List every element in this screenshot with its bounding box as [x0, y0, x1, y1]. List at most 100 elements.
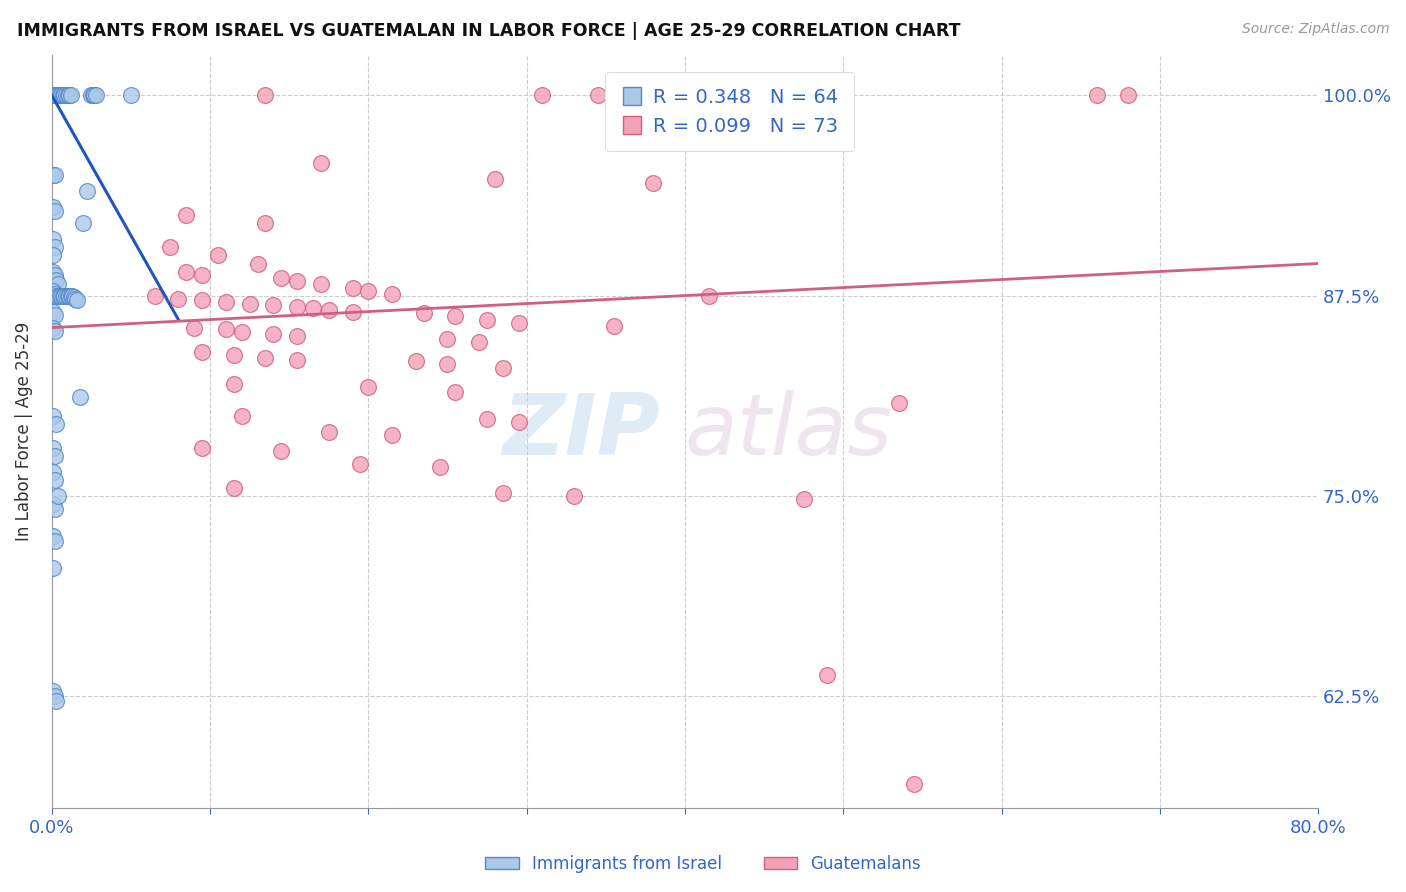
Point: [53, 288, 76, 302]
Point: [492, 360, 515, 375]
Point: [318, 425, 340, 439]
Point: [63, 290, 86, 304]
Point: [44, 203, 66, 218]
Point: [302, 301, 325, 316]
Point: [44, 533, 66, 548]
Point: [215, 322, 238, 336]
Point: [46, 288, 69, 302]
Point: [52, 288, 75, 302]
Text: atlas: atlas: [685, 391, 893, 474]
Point: [44, 268, 66, 282]
Point: [42, 264, 65, 278]
Point: [46, 277, 69, 292]
Point: [309, 155, 332, 169]
Point: [66, 293, 89, 308]
Point: [44, 308, 66, 322]
Legend: R = 0.348   N = 64, R = 0.099   N = 73: R = 0.348 N = 64, R = 0.099 N = 73: [605, 72, 853, 152]
Point: [55, 88, 77, 103]
Point: [222, 481, 245, 495]
Point: [270, 444, 292, 458]
Point: [42, 441, 65, 455]
Point: [412, 306, 434, 320]
Point: [45, 288, 67, 302]
Point: [42, 409, 65, 423]
Text: Source: ZipAtlas.com: Source: ZipAtlas.com: [1241, 22, 1389, 37]
Point: [159, 240, 181, 254]
Point: [254, 351, 277, 365]
Point: [42, 169, 65, 183]
Point: [84, 88, 107, 103]
Point: [53, 88, 76, 103]
Point: [42, 320, 65, 334]
Point: [191, 441, 214, 455]
Point: [381, 428, 404, 442]
Point: [697, 288, 720, 302]
Point: [262, 326, 284, 341]
Point: [176, 208, 198, 222]
Point: [44, 501, 66, 516]
Point: [270, 271, 292, 285]
Point: [342, 280, 364, 294]
Point: [72, 216, 94, 230]
Point: [887, 396, 910, 410]
Point: [475, 312, 498, 326]
Point: [285, 274, 308, 288]
Point: [815, 668, 838, 682]
Point: [562, 489, 585, 503]
Point: [191, 344, 214, 359]
Point: [246, 256, 269, 270]
Point: [58, 88, 80, 103]
Point: [42, 248, 65, 262]
Point: [468, 334, 491, 349]
Point: [51, 288, 73, 302]
Y-axis label: In Labor Force | Age 25-29: In Labor Force | Age 25-29: [15, 322, 32, 541]
Point: [1116, 88, 1139, 103]
Point: [381, 287, 404, 301]
Point: [285, 352, 308, 367]
Point: [42, 232, 65, 246]
Point: [167, 292, 190, 306]
Point: [42, 201, 65, 215]
Point: [46, 489, 69, 503]
Point: [44, 473, 66, 487]
Point: [262, 298, 284, 312]
Point: [1085, 88, 1108, 103]
Point: [643, 177, 665, 191]
Point: [215, 295, 238, 310]
Point: [285, 300, 308, 314]
Point: [42, 529, 65, 543]
Point: [793, 492, 815, 507]
Point: [207, 248, 229, 262]
Point: [254, 216, 277, 230]
Point: [46, 88, 69, 103]
Point: [44, 324, 66, 338]
Point: [45, 417, 67, 431]
Point: [42, 88, 65, 103]
Point: [222, 376, 245, 391]
Point: [429, 460, 451, 475]
Point: [176, 264, 198, 278]
Point: [76, 185, 98, 199]
Point: [44, 240, 66, 254]
Point: [44, 287, 66, 301]
Point: [508, 316, 530, 330]
Point: [44, 88, 66, 103]
Point: [42, 284, 65, 298]
Point: [903, 777, 925, 791]
Point: [58, 288, 80, 302]
Point: [52, 88, 75, 103]
Point: [42, 497, 65, 511]
Point: [436, 332, 458, 346]
Point: [45, 88, 67, 103]
Point: [59, 88, 82, 103]
Point: [42, 465, 65, 479]
Point: [285, 328, 308, 343]
Point: [239, 296, 262, 310]
Point: [42, 684, 65, 698]
Point: [254, 88, 277, 103]
Point: [492, 485, 515, 500]
Point: [59, 288, 82, 302]
Point: [60, 288, 83, 302]
Point: [508, 415, 530, 429]
Point: [231, 326, 253, 340]
